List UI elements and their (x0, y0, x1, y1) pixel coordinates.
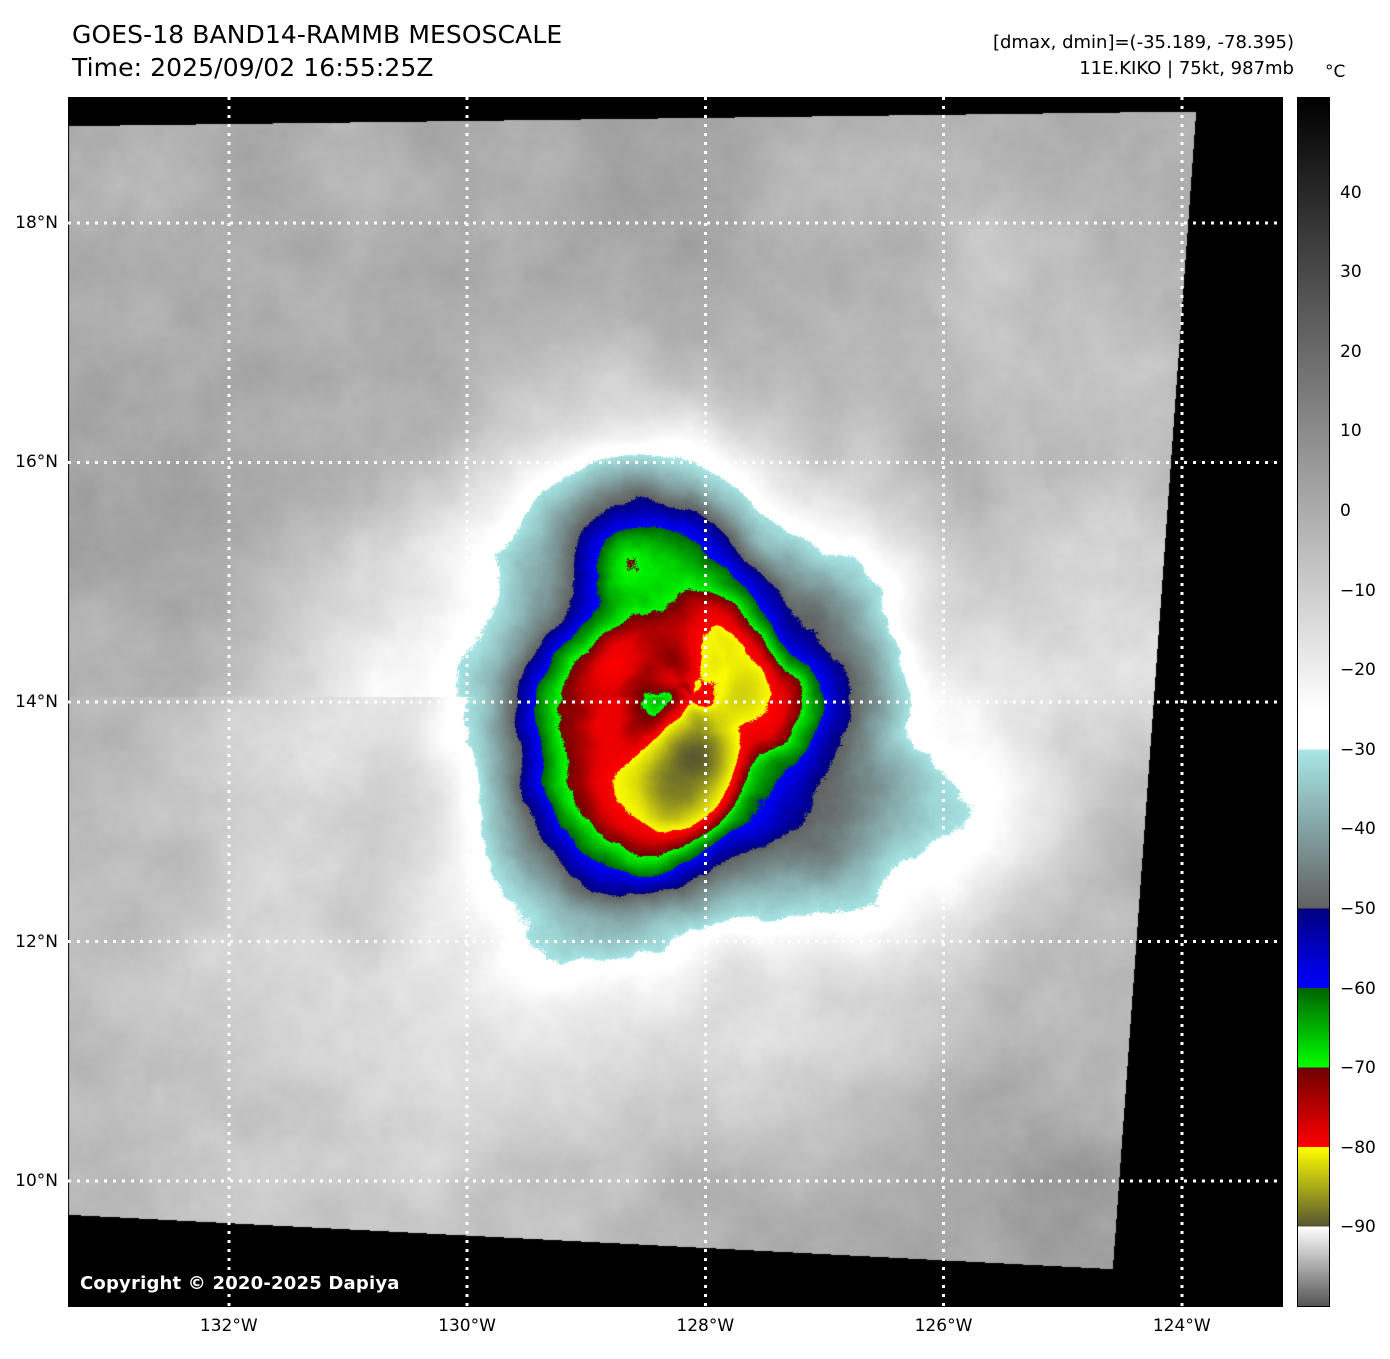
y-tick-label: 16°N (15, 452, 58, 473)
y-tick-label: 10°N (15, 1171, 58, 1192)
x-tick-label: 124°W (1152, 1316, 1211, 1336)
observation-time: Time: 2025/09/02 16:55:25Z (72, 53, 434, 82)
colorbar-tick-label: 30 (1340, 262, 1362, 283)
y-tick-label: 12°N (15, 931, 58, 952)
lat-lon-gridlines (68, 97, 1283, 1307)
colorbar-tick-label: −10 (1340, 580, 1376, 601)
x-tick-label: 130°W (438, 1316, 496, 1336)
page-title: GOES-18 BAND14-RAMMB MESOSCALE (72, 20, 563, 49)
temperature-colorbar[interactable] (1297, 97, 1330, 1307)
colorbar-tick-label: −80 (1340, 1137, 1376, 1158)
colorbar-tick-label: 40 (1340, 182, 1362, 203)
x-tick-label: 128°W (676, 1316, 735, 1336)
storm-info-readout: 11E.KIKO | 75kt, 987mb (1079, 58, 1294, 79)
page-title-block: GOES-18 BAND14-RAMMB MESOSCALE Time: 202… (72, 18, 562, 84)
header-metadata-block: [dmax, dmin]=(-35.189, -78.395) 11E.KIKO… (993, 30, 1294, 82)
y-tick-label: 14°N (15, 692, 58, 712)
copyright-notice: Copyright © 2020-2025 Dapiya (80, 1273, 400, 1294)
colorbar-tick-label: −20 (1340, 660, 1376, 681)
colorbar-tick-label: −50 (1340, 898, 1376, 919)
colorbar-tick-label: −70 (1340, 1058, 1376, 1079)
colorbar-tick-label: −60 (1340, 978, 1376, 999)
satellite-map-panel[interactable]: Copyright © 2020-2025 Dapiya (68, 97, 1283, 1307)
y-tick-label: 18°N (15, 212, 58, 233)
colorbar-tick-label: −30 (1340, 739, 1376, 760)
colorbar-gradient (1298, 98, 1329, 1306)
colorbar-units-label: °C (1325, 62, 1346, 82)
x-tick-label: 132°W (199, 1316, 258, 1336)
colorbar-tick-label: −40 (1340, 819, 1376, 840)
colorbar-tick-label: 20 (1340, 341, 1362, 362)
colorbar-tick-label: 10 (1340, 421, 1362, 442)
colorbar-tick-label: 0 (1340, 500, 1351, 521)
x-tick-label: 126°W (914, 1316, 973, 1336)
colorbar-tick-label: −90 (1340, 1217, 1376, 1238)
dmax-dmin-readout: [dmax, dmin]=(-35.189, -78.395) (992, 32, 1294, 53)
satellite-infrared-image[interactable] (68, 97, 1283, 1307)
